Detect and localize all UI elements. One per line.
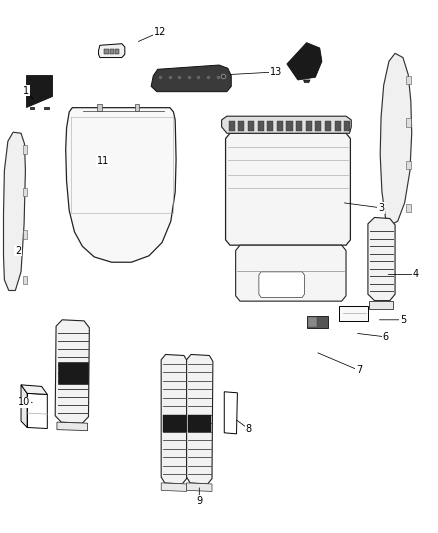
Text: 7: 7 xyxy=(356,366,362,375)
FancyBboxPatch shape xyxy=(306,121,312,131)
Polygon shape xyxy=(57,422,88,431)
Polygon shape xyxy=(23,276,27,284)
FancyBboxPatch shape xyxy=(238,121,244,131)
FancyBboxPatch shape xyxy=(315,121,321,131)
Text: 1: 1 xyxy=(23,86,29,95)
Polygon shape xyxy=(97,104,102,111)
Polygon shape xyxy=(369,301,393,309)
Polygon shape xyxy=(406,161,411,169)
Polygon shape xyxy=(222,116,351,133)
Polygon shape xyxy=(236,245,346,301)
FancyBboxPatch shape xyxy=(58,362,88,384)
Text: 10: 10 xyxy=(18,398,30,407)
FancyBboxPatch shape xyxy=(163,415,186,432)
FancyBboxPatch shape xyxy=(229,121,235,131)
Polygon shape xyxy=(151,65,231,92)
FancyBboxPatch shape xyxy=(296,121,302,131)
Text: 4: 4 xyxy=(413,270,419,279)
FancyBboxPatch shape xyxy=(325,121,331,131)
Polygon shape xyxy=(44,107,49,109)
Polygon shape xyxy=(99,44,125,58)
Text: 11: 11 xyxy=(97,156,109,166)
Polygon shape xyxy=(66,108,176,262)
Polygon shape xyxy=(55,320,89,423)
Text: 8: 8 xyxy=(246,424,252,434)
FancyBboxPatch shape xyxy=(308,317,317,327)
Polygon shape xyxy=(135,104,139,111)
FancyBboxPatch shape xyxy=(115,49,119,54)
FancyBboxPatch shape xyxy=(335,121,341,131)
Text: 6: 6 xyxy=(382,332,389,342)
FancyBboxPatch shape xyxy=(104,49,109,54)
Polygon shape xyxy=(287,43,322,80)
FancyBboxPatch shape xyxy=(110,49,114,54)
Polygon shape xyxy=(21,385,27,427)
Polygon shape xyxy=(23,188,27,196)
Polygon shape xyxy=(406,76,411,84)
Polygon shape xyxy=(304,80,310,83)
Polygon shape xyxy=(161,354,187,484)
Polygon shape xyxy=(4,132,25,290)
Polygon shape xyxy=(380,53,412,225)
FancyBboxPatch shape xyxy=(286,121,293,131)
FancyBboxPatch shape xyxy=(188,415,211,432)
FancyBboxPatch shape xyxy=(277,121,283,131)
Polygon shape xyxy=(26,75,52,107)
FancyBboxPatch shape xyxy=(344,121,350,131)
Text: 13: 13 xyxy=(270,67,282,77)
Polygon shape xyxy=(368,217,395,301)
FancyBboxPatch shape xyxy=(248,121,254,131)
Polygon shape xyxy=(30,107,34,109)
Text: 9: 9 xyxy=(196,496,202,506)
Text: 2: 2 xyxy=(15,246,21,255)
Polygon shape xyxy=(187,354,213,484)
Polygon shape xyxy=(23,230,27,239)
FancyBboxPatch shape xyxy=(307,316,328,328)
Polygon shape xyxy=(21,385,47,394)
FancyBboxPatch shape xyxy=(267,121,273,131)
Polygon shape xyxy=(406,118,411,127)
Text: 12: 12 xyxy=(154,27,166,37)
Polygon shape xyxy=(226,133,350,245)
Polygon shape xyxy=(161,483,187,491)
Polygon shape xyxy=(259,272,304,297)
Text: 3: 3 xyxy=(378,203,384,213)
Polygon shape xyxy=(406,204,411,212)
FancyBboxPatch shape xyxy=(258,121,264,131)
Polygon shape xyxy=(23,145,27,154)
Polygon shape xyxy=(187,483,212,491)
Polygon shape xyxy=(224,392,237,434)
Text: 5: 5 xyxy=(400,315,406,325)
Polygon shape xyxy=(27,393,47,429)
FancyBboxPatch shape xyxy=(339,306,368,321)
